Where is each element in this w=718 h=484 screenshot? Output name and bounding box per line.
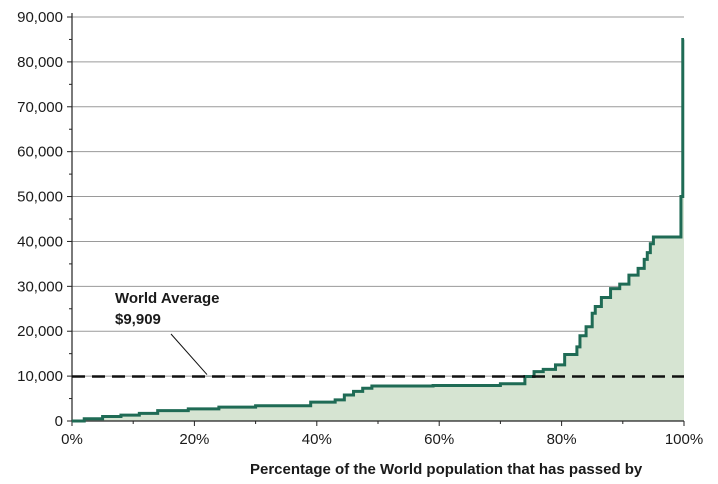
x-tick-label: 20% xyxy=(179,431,209,448)
x-tick-label: 100% xyxy=(665,431,703,448)
y-tick-label: 30,000 xyxy=(17,278,63,295)
y-tick-label: 50,000 xyxy=(17,189,63,206)
annotation-leader-line xyxy=(170,333,208,375)
x-tick-label: 60% xyxy=(424,431,454,448)
y-tick-label: 80,000 xyxy=(17,54,63,71)
income-series-line xyxy=(72,37,685,423)
x-tick-label: 40% xyxy=(302,431,332,448)
world-average-label-2: $9,909 xyxy=(115,311,161,328)
x-tick-label: 80% xyxy=(547,431,577,448)
gridlines xyxy=(72,16,684,377)
area-fill-layer xyxy=(72,39,684,421)
y-tick-label: 60,000 xyxy=(17,144,63,161)
y-tick-label: 20,000 xyxy=(17,323,63,340)
y-tick-label: 40,000 xyxy=(17,233,63,250)
area-fill xyxy=(72,39,684,421)
tick-labels: 0 10,000 20,000 30,000 40,000 50,000 60,000 70,… xyxy=(17,9,703,448)
y-tick-label: 10,000 xyxy=(17,368,63,385)
world-average-layer: World Average $9,909 xyxy=(72,290,684,378)
axes xyxy=(67,13,685,426)
series-layer xyxy=(72,37,685,423)
world-average-label-1: World Average xyxy=(115,290,219,307)
y-tick-label: 90,000 xyxy=(17,9,63,26)
y-tick-label: 70,000 xyxy=(17,99,63,116)
y-tick-label: 0 xyxy=(55,413,63,430)
x-axis-title: Percentage of the World population that … xyxy=(250,461,643,478)
x-tick-label: 0% xyxy=(61,431,83,448)
